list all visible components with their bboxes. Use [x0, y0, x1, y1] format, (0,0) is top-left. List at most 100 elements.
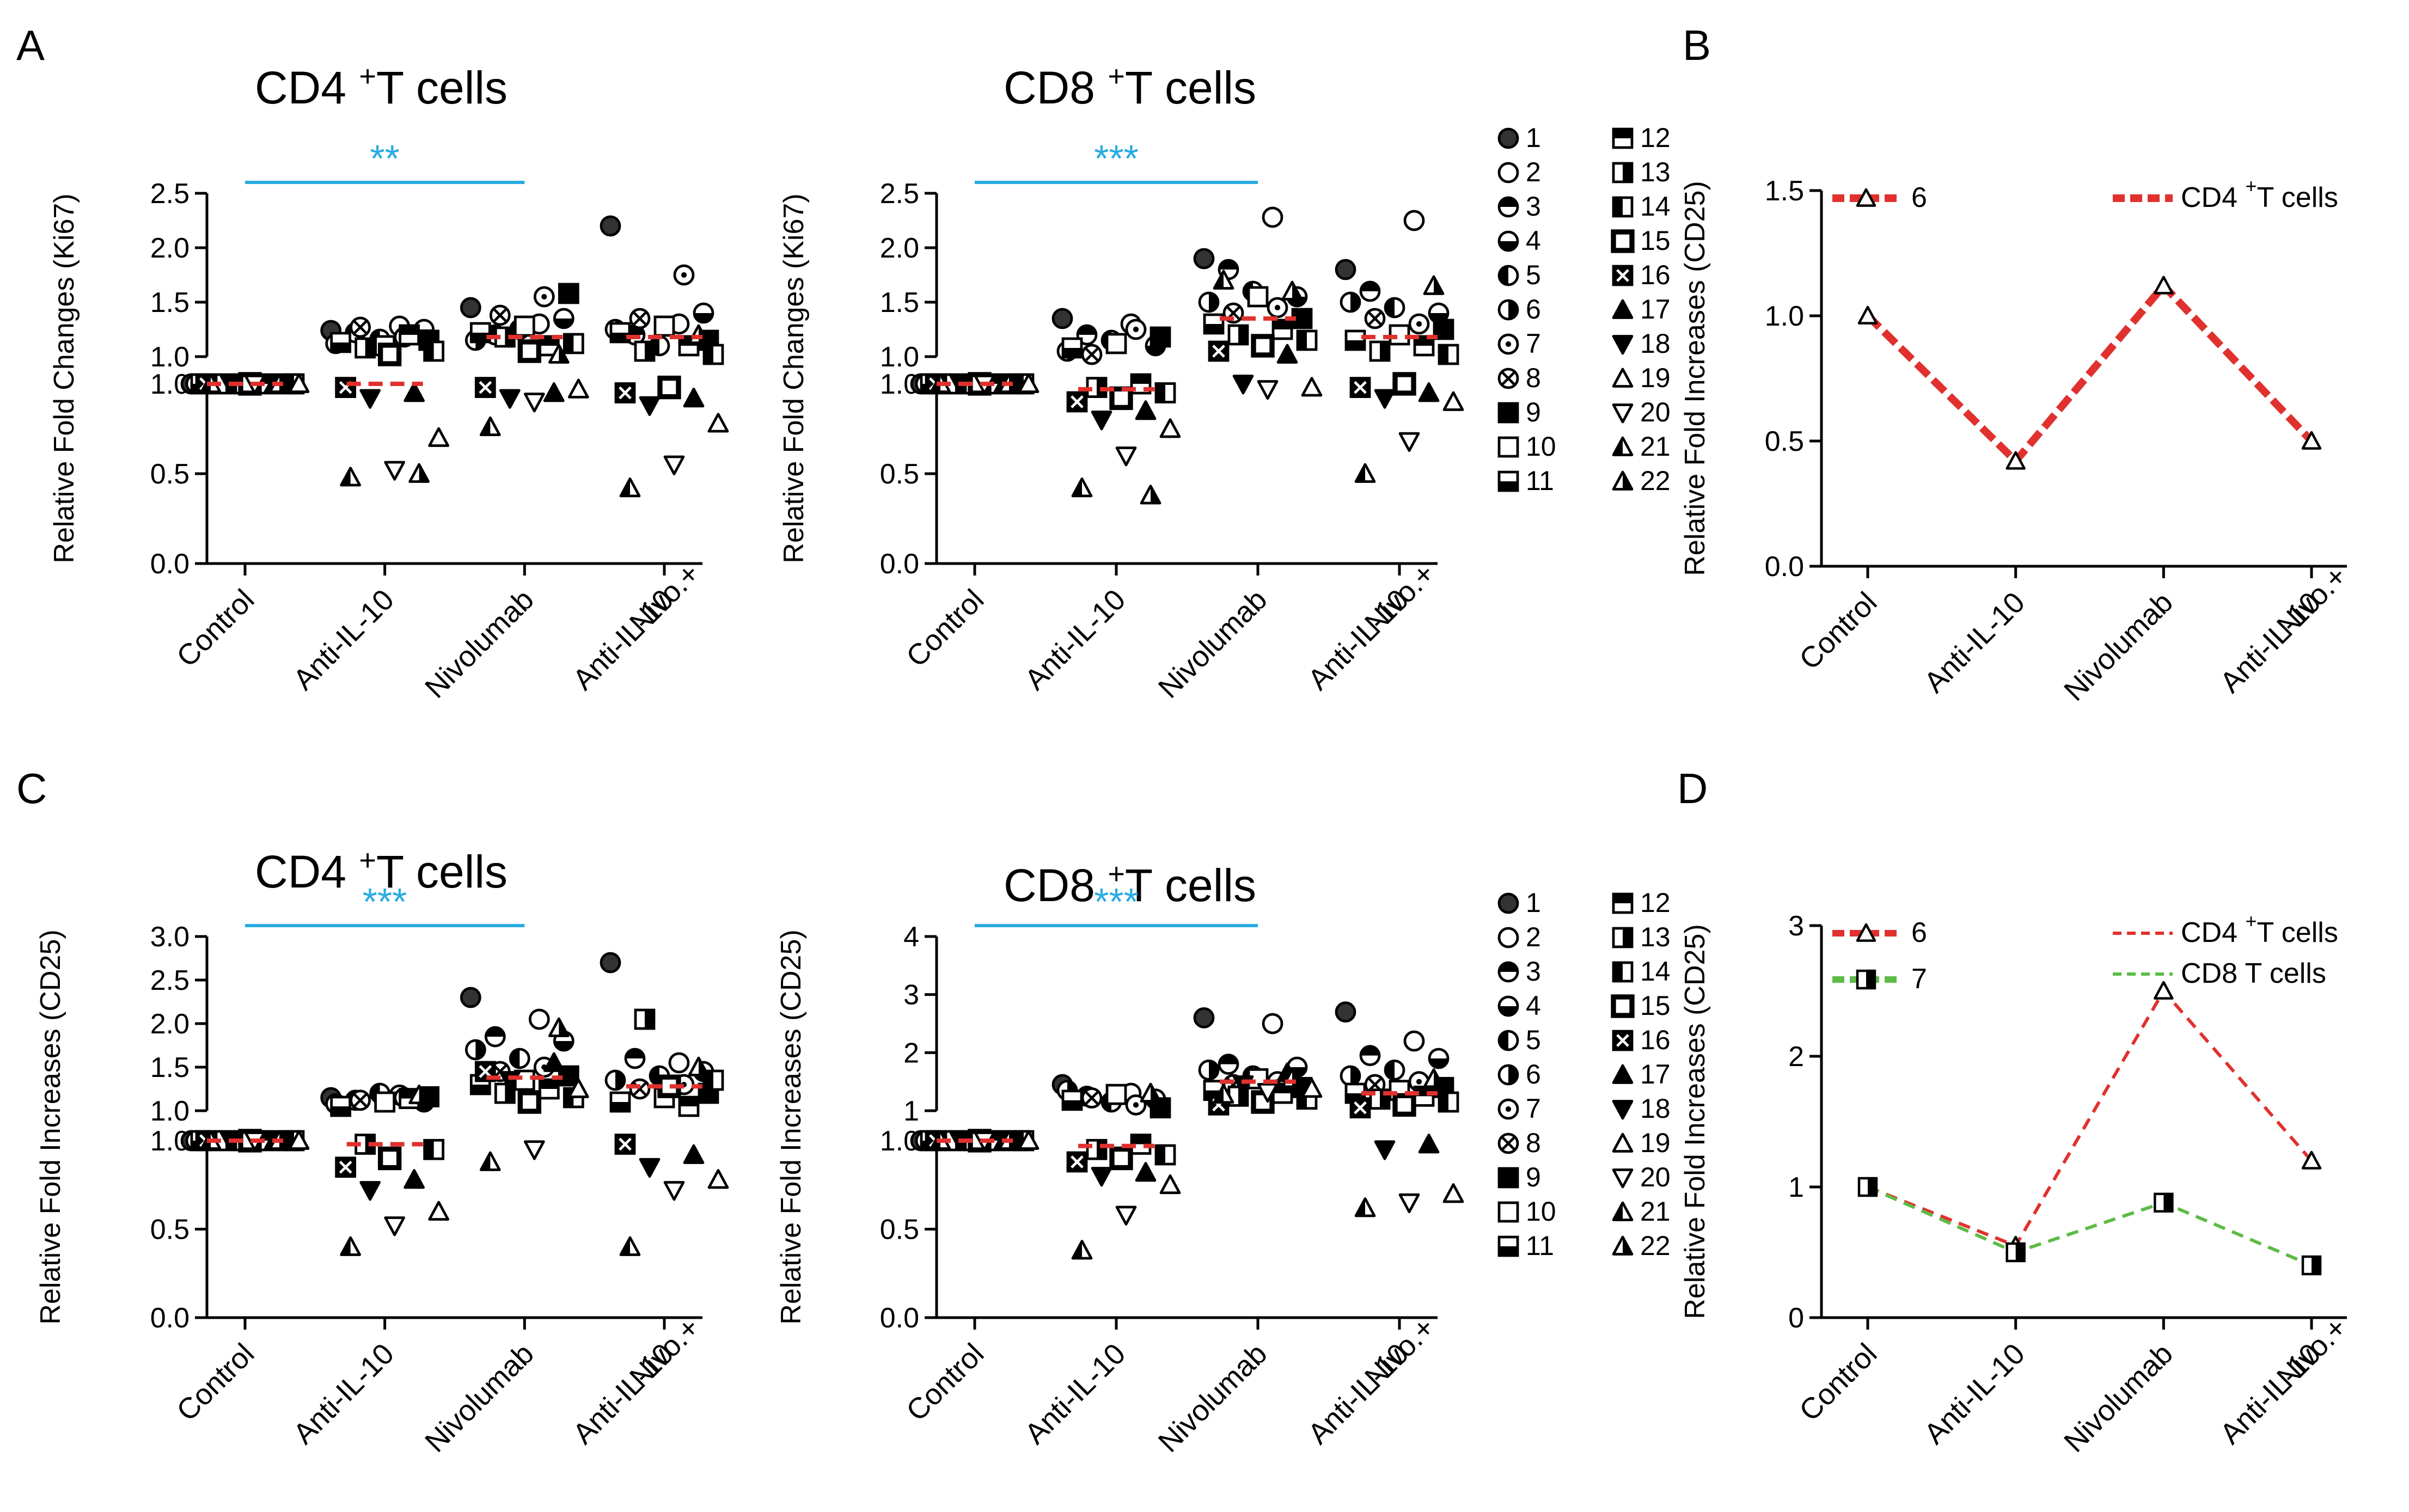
series-line — [1867, 1185, 2313, 1267]
data-point — [1301, 377, 1323, 397]
category-label: Anti-IL-10 — [567, 1337, 680, 1450]
data-point — [474, 1061, 496, 1082]
series-marker — [2301, 431, 2322, 450]
legend-marker — [1497, 196, 1519, 218]
y-tick-label: 3 — [903, 980, 919, 1011]
legend-series-number: 6 — [1911, 182, 1927, 213]
title-rest: T cells — [376, 62, 508, 113]
legend-marker — [1612, 299, 1634, 319]
data-point — [1344, 329, 1366, 351]
data-point — [624, 1048, 646, 1069]
data-point — [619, 1236, 641, 1256]
data-point — [548, 344, 570, 364]
y-tick-label: 2 — [1788, 1041, 1804, 1073]
legend-marker — [1612, 265, 1634, 286]
data-point — [428, 1201, 450, 1221]
category-label: Anti-IL-10 — [287, 583, 400, 696]
y-tick-label: 2.0 — [150, 1008, 189, 1040]
data-point — [639, 1158, 661, 1178]
data-point — [1296, 329, 1318, 351]
legend-marker — [1612, 1168, 1634, 1189]
data-point — [1218, 1054, 1239, 1075]
legend-number: 1 — [1526, 123, 1541, 153]
legend-main: CD4 — [2181, 917, 2245, 948]
data-point — [1198, 1059, 1220, 1081]
data-point — [1257, 1083, 1279, 1103]
data-point — [1335, 259, 1356, 280]
data-point — [464, 1039, 486, 1061]
title-rest: T cells — [1125, 860, 1256, 911]
data-point — [1213, 1084, 1234, 1104]
title-main: CD4 — [255, 846, 359, 897]
legend-number: 17 — [1640, 294, 1671, 325]
panel-label: B — [1683, 21, 1711, 69]
legend-number: 9 — [1526, 397, 1541, 427]
data-point — [1232, 375, 1254, 395]
y-tick-label: 0.0 — [150, 548, 189, 580]
y-tick-label: 0.5 — [150, 458, 189, 490]
data-point — [653, 315, 675, 337]
data-point — [354, 337, 376, 359]
legend-number: 12 — [1640, 123, 1671, 153]
data-point — [359, 1181, 381, 1201]
data-point — [288, 373, 310, 393]
legend-marker — [1612, 196, 1634, 218]
legend-number: 6 — [1526, 294, 1541, 325]
significance-stars: *** — [1094, 137, 1139, 180]
legend-rest: T cells — [2245, 958, 2326, 989]
series-marker — [2154, 1192, 2174, 1213]
data-point — [1398, 1193, 1420, 1214]
legend-marker — [1612, 1235, 1634, 1256]
legend-number: 17 — [1640, 1059, 1671, 1089]
data-point — [702, 344, 724, 365]
data-point — [1423, 1068, 1445, 1088]
legend-number: 22 — [1640, 1231, 1671, 1261]
data-point — [1267, 297, 1288, 319]
data-point — [600, 952, 621, 974]
data-point — [350, 316, 371, 338]
data-point — [479, 416, 501, 437]
data-point — [1140, 1082, 1161, 1103]
legend-number: 13 — [1640, 157, 1671, 187]
legend-series-label: CD8 T cells — [2181, 958, 2326, 989]
legend-number: 19 — [1640, 363, 1671, 393]
data-point — [1247, 286, 1269, 308]
data-point — [538, 1078, 560, 1100]
category-label: Anti-IL-10 — [1918, 586, 2031, 699]
legend-number: 10 — [1526, 1196, 1556, 1227]
panel-title: CD4 +T cells — [255, 844, 508, 897]
legend-marker — [1856, 188, 1876, 207]
data-point — [609, 1091, 631, 1113]
data-point — [614, 1134, 636, 1155]
data-point — [1115, 446, 1137, 467]
legend-marker — [1612, 162, 1634, 183]
data-point — [663, 455, 685, 475]
panel-c-cd4-scatter: C CD4 +T cells Relative Fold Increases (CD… — [16, 764, 729, 1459]
legend-series-number: 6 — [1911, 917, 1927, 948]
y-tick-label: 1.0 — [150, 1095, 189, 1127]
panel-a-cd4-scatter: A CD4 +T cells Relative Fold Changes (Ki67… — [16, 21, 729, 705]
data-point — [1354, 463, 1376, 483]
legend-marker — [1611, 229, 1635, 253]
category-label: Control — [900, 583, 990, 674]
y-tick-label: 2.5 — [150, 965, 189, 996]
data-point — [1359, 280, 1381, 302]
panel-b-line-chart: B Relative Fold Increases (CD25) 0.0 0.5 1.0… — [1679, 21, 2353, 707]
data-point — [1159, 1174, 1181, 1195]
category-label: Anti-IL-10 — [2214, 586, 2327, 699]
legend-number: 11 — [1526, 1231, 1554, 1261]
data-point — [335, 377, 357, 398]
data-point — [1051, 308, 1073, 329]
y-axis-label: Relative Fold Increases (CD25) — [1679, 181, 1711, 576]
data-point — [629, 1078, 651, 1100]
title-main: CD8 — [1004, 62, 1108, 113]
legend-marker — [1612, 1133, 1634, 1153]
title-sup: + — [1108, 60, 1125, 93]
data-point — [1384, 1059, 1405, 1081]
data-point — [1428, 1048, 1450, 1069]
title-sup: + — [359, 60, 376, 93]
y-tick-label: 0.5 — [880, 1214, 919, 1246]
y-tick-label: 0.0 — [880, 548, 919, 580]
data-point — [683, 1144, 705, 1164]
y-tick-label: 2 — [903, 1037, 919, 1069]
